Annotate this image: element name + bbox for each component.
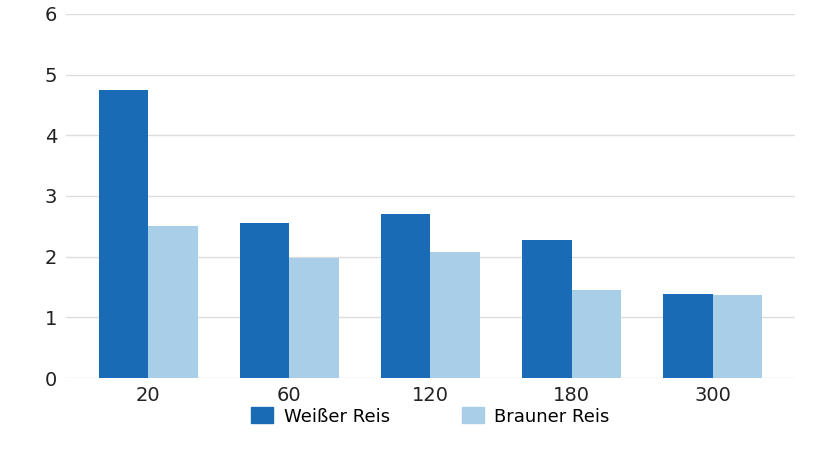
Bar (430, 252, 479, 378)
Bar (381, 214, 430, 378)
Legend: Weißer Reis, Brauner Reis: Weißer Reis, Brauner Reis (242, 398, 618, 435)
Bar (712, 295, 762, 378)
Bar (289, 259, 338, 378)
Bar (240, 223, 289, 378)
Bar (571, 290, 620, 378)
Bar (522, 240, 571, 378)
Bar (148, 226, 197, 378)
Bar (98, 90, 148, 378)
Bar (663, 294, 712, 378)
